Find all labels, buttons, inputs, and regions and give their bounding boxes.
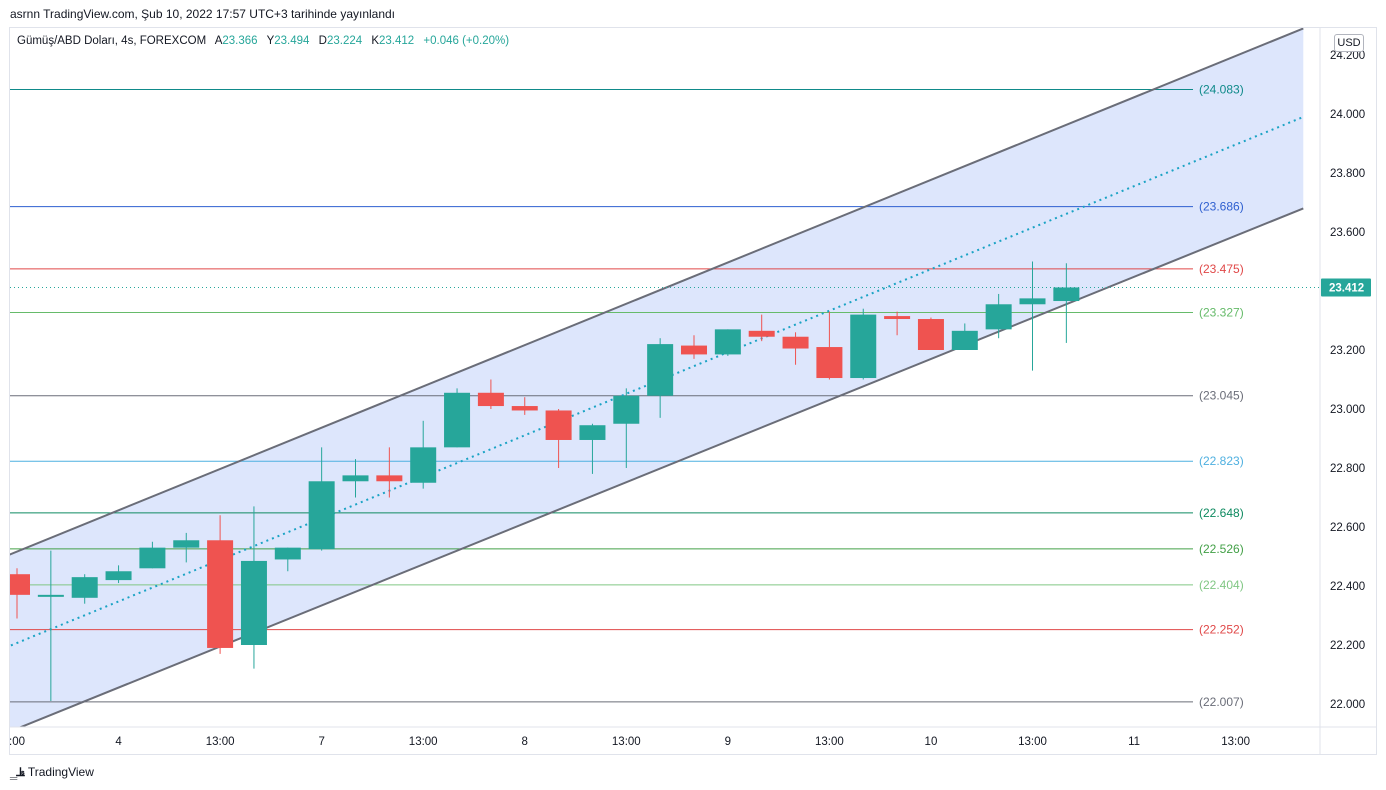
symbol-legend: Gümüş/ABD Doları, 4s, FOREXCOM A23.366 Y…: [17, 35, 515, 47]
x-tick-12: 13:00: [1221, 736, 1250, 748]
y-tick-11: 24.200: [1330, 50, 1365, 62]
x-tick-6: 13:00: [612, 736, 641, 748]
candle-body-8: [274, 547, 301, 560]
candle-body-14: [477, 392, 504, 407]
symbol-name[interactable]: Gümüş/ABD Doları, 4s, FOREXCOM: [17, 35, 207, 47]
candle-body-25: [850, 314, 877, 379]
candle-body-23: [782, 336, 809, 349]
x-tick-7: 9: [725, 736, 731, 748]
channel-mid-line: [10, 116, 1304, 647]
candle-body-28: [951, 330, 978, 350]
level-label-5: (22.823): [1199, 454, 1244, 468]
y-tick-3: 22.600: [1330, 522, 1365, 534]
level-label-9: (22.252): [1199, 623, 1244, 637]
candle-body-18: [613, 395, 640, 424]
candle-body-0: [10, 574, 30, 595]
x-tick-4: 13:00: [409, 736, 438, 748]
low-label: D: [318, 35, 327, 47]
x-tick-10: 13:00: [1018, 736, 1047, 748]
y-tick-1: 22.200: [1330, 640, 1365, 652]
close-label: K: [371, 35, 380, 47]
level-label-1: (23.686): [1199, 200, 1244, 214]
footer-brand[interactable]: ‗⫡ TradingView: [10, 764, 94, 780]
candle-body-9: [308, 481, 335, 550]
y-tick-2: 22.400: [1330, 581, 1365, 593]
candle-body-27: [917, 319, 944, 350]
last-price-tag: [1321, 278, 1371, 297]
candle-body-20: [681, 345, 707, 355]
close-value: 23.412: [379, 35, 415, 47]
x-tick-2: 13:00: [206, 736, 235, 748]
open-label: A: [214, 35, 223, 47]
level-label-2: (23.475): [1199, 262, 1244, 276]
footer-brand-label: TradingView: [27, 765, 94, 779]
candle-body-15: [511, 406, 538, 411]
candle-body-17: [579, 425, 606, 440]
candle-body-19: [647, 344, 674, 396]
candle-body-21: [714, 329, 741, 355]
candle-body-26: [884, 316, 911, 320]
candle-body-7: [240, 560, 267, 645]
candle-body-4: [139, 547, 166, 569]
y-tick-0: 22.000: [1330, 699, 1365, 711]
tradingview-logo-icon: ‗⫡: [10, 764, 25, 779]
x-tick-1: 4: [115, 736, 122, 748]
y-tick-9: 23.800: [1330, 168, 1365, 180]
x-tick-11: 11: [1128, 736, 1140, 748]
candle-body-30: [1019, 298, 1046, 305]
candle-body-5: [173, 540, 200, 548]
level-label-10: (22.007): [1199, 695, 1244, 709]
level-label-0: (24.083): [1199, 83, 1244, 97]
change-value: +0.046 (+0.20%): [423, 35, 510, 47]
level-label-7: (22.526): [1199, 542, 1244, 556]
publish-info: asrnn TradingView.com, Şub 10, 2022 17:5…: [10, 7, 396, 21]
y-tick-10: 24.000: [1330, 109, 1365, 121]
level-label-6: (22.648): [1199, 506, 1244, 520]
candle-body-13: [444, 392, 471, 448]
y-tick-6: 23.200: [1330, 345, 1365, 357]
candle-body-1: [37, 594, 64, 597]
x-tick-5: 8: [522, 736, 528, 748]
level-label-4: (23.045): [1199, 389, 1244, 403]
x-tick-8: 13:00: [815, 736, 844, 748]
high-label: Y: [266, 35, 275, 47]
level-label-3: (23.327): [1199, 306, 1244, 320]
low-value: 23.224: [326, 35, 363, 47]
candle-body-22: [748, 330, 775, 337]
candle-body-10: [342, 475, 369, 482]
level-label-8: (22.404): [1199, 578, 1244, 592]
channel-lower-line: [18, 207, 1304, 727]
currency-button[interactable]: USD: [1334, 34, 1364, 52]
x-tick-9: 10: [925, 736, 938, 748]
candle-body-11: [376, 475, 403, 482]
plot-area: [10, 28, 1320, 727]
open-value: 23.366: [222, 35, 258, 47]
y-tick-5: 23.000: [1330, 404, 1365, 416]
candle-body-29: [985, 304, 1012, 330]
x-tick-3: 7: [318, 736, 324, 748]
candle-body-12: [410, 447, 437, 483]
candle-body-2: [71, 577, 98, 598]
high-value: 23.494: [274, 35, 310, 47]
candle-body-3: [105, 571, 132, 581]
last-price-label: 23.412: [1329, 282, 1364, 294]
y-tick-8: 23.600: [1330, 227, 1365, 239]
x-tick-0: :00: [9, 736, 25, 748]
channel-upper-line: [10, 28, 1304, 556]
candle-body-31: [1053, 287, 1080, 302]
candle-body-24: [816, 347, 843, 379]
y-tick-4: 22.800: [1330, 463, 1365, 475]
chart-frame: [9, 27, 1377, 755]
candle-body-6: [207, 540, 234, 648]
candle-body-16: [545, 410, 572, 440]
